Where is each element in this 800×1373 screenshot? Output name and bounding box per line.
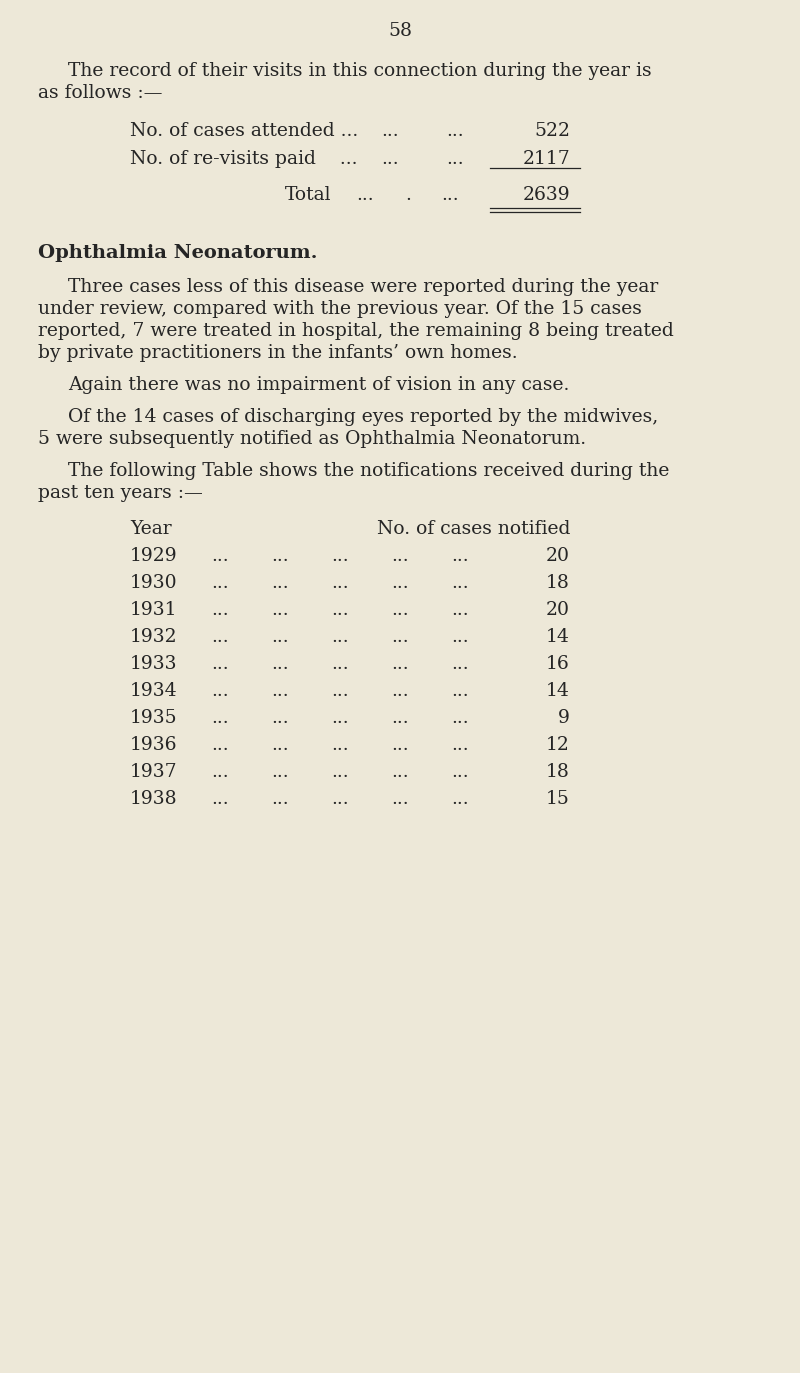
Text: ...: ... [271, 736, 289, 754]
Text: The following Table shows the notifications received during the: The following Table shows the notificati… [68, 461, 670, 481]
Text: ...: ... [451, 789, 469, 807]
Text: ...: ... [271, 574, 289, 592]
Text: ...: ... [211, 655, 229, 673]
Text: as follows :—: as follows :— [38, 84, 162, 102]
Text: 18: 18 [546, 763, 570, 781]
Text: ...: ... [331, 763, 349, 781]
Text: 2117: 2117 [522, 150, 570, 168]
Text: ...: ... [451, 601, 469, 619]
Text: ...: ... [331, 574, 349, 592]
Text: ...: ... [271, 601, 289, 619]
Text: 9: 9 [558, 708, 570, 726]
Text: .: . [405, 185, 411, 205]
Text: No. of cases notified: No. of cases notified [377, 520, 570, 538]
Text: ...: ... [211, 682, 229, 700]
Text: ...: ... [331, 708, 349, 726]
Text: ...: ... [271, 789, 289, 807]
Text: ...: ... [391, 763, 409, 781]
Text: ...: ... [441, 185, 459, 205]
Text: 1932: 1932 [130, 627, 178, 647]
Text: ...: ... [211, 736, 229, 754]
Text: ...: ... [381, 150, 399, 168]
Text: ...: ... [451, 682, 469, 700]
Text: 522: 522 [534, 122, 570, 140]
Text: ...: ... [331, 601, 349, 619]
Text: Three cases less of this disease were reported during the year: Three cases less of this disease were re… [68, 277, 658, 297]
Text: 2639: 2639 [522, 185, 570, 205]
Text: ...: ... [451, 627, 469, 647]
Text: ...: ... [391, 627, 409, 647]
Text: ...: ... [451, 708, 469, 726]
Text: ...: ... [211, 708, 229, 726]
Text: ...: ... [391, 708, 409, 726]
Text: 5 were subsequently notified as Ophthalmia Neonatorum.: 5 were subsequently notified as Ophthalm… [38, 430, 586, 448]
Text: 58: 58 [388, 22, 412, 40]
Text: 1931: 1931 [130, 601, 178, 619]
Text: ...: ... [271, 708, 289, 726]
Text: ...: ... [391, 546, 409, 566]
Text: ...: ... [211, 574, 229, 592]
Text: ...: ... [391, 601, 409, 619]
Text: ...: ... [331, 682, 349, 700]
Text: ...: ... [331, 627, 349, 647]
Text: ...: ... [356, 185, 374, 205]
Text: 20: 20 [546, 601, 570, 619]
Text: 1934: 1934 [130, 682, 178, 700]
Text: Again there was no impairment of vision in any case.: Again there was no impairment of vision … [68, 376, 570, 394]
Text: 14: 14 [546, 627, 570, 647]
Text: ...: ... [446, 122, 464, 140]
Text: ...: ... [211, 789, 229, 807]
Text: past ten years :—: past ten years :— [38, 485, 203, 503]
Text: ...: ... [391, 655, 409, 673]
Text: ...: ... [391, 736, 409, 754]
Text: ...: ... [211, 546, 229, 566]
Text: ...: ... [271, 546, 289, 566]
Text: ...: ... [331, 736, 349, 754]
Text: ...: ... [211, 627, 229, 647]
Text: 12: 12 [546, 736, 570, 754]
Text: ...: ... [271, 627, 289, 647]
Text: 15: 15 [546, 789, 570, 807]
Text: ...: ... [271, 682, 289, 700]
Text: 1935: 1935 [130, 708, 178, 726]
Text: ...: ... [271, 763, 289, 781]
Text: No. of re-visits paid    ...: No. of re-visits paid ... [130, 150, 358, 168]
Text: reported, 7 were treated in hospital, the remaining 8 being treated: reported, 7 were treated in hospital, th… [38, 323, 674, 341]
Text: 18: 18 [546, 574, 570, 592]
Text: ...: ... [451, 736, 469, 754]
Text: 1933: 1933 [130, 655, 178, 673]
Text: under review, compared with the previous year. Of the 15 cases: under review, compared with the previous… [38, 299, 642, 319]
Text: ...: ... [451, 763, 469, 781]
Text: ...: ... [271, 655, 289, 673]
Text: ...: ... [446, 150, 464, 168]
Text: 16: 16 [546, 655, 570, 673]
Text: ...: ... [381, 122, 399, 140]
Text: ...: ... [451, 546, 469, 566]
Text: 1938: 1938 [130, 789, 178, 807]
Text: Ophthalmia Neonatorum.: Ophthalmia Neonatorum. [38, 244, 318, 262]
Text: 1929: 1929 [130, 546, 178, 566]
Text: ...: ... [451, 655, 469, 673]
Text: by private practitioners in the infants’ own homes.: by private practitioners in the infants’… [38, 345, 518, 362]
Text: ...: ... [331, 789, 349, 807]
Text: ...: ... [391, 574, 409, 592]
Text: 1936: 1936 [130, 736, 178, 754]
Text: 1937: 1937 [130, 763, 178, 781]
Text: ...: ... [331, 655, 349, 673]
Text: ...: ... [211, 601, 229, 619]
Text: 20: 20 [546, 546, 570, 566]
Text: No. of cases attended ...: No. of cases attended ... [130, 122, 358, 140]
Text: ...: ... [211, 763, 229, 781]
Text: Of the 14 cases of discharging eyes reported by the midwives,: Of the 14 cases of discharging eyes repo… [68, 408, 658, 426]
Text: Total: Total [285, 185, 331, 205]
Text: The record of their visits in this connection during the year is: The record of their visits in this conne… [68, 62, 652, 80]
Text: ...: ... [391, 682, 409, 700]
Text: ...: ... [391, 789, 409, 807]
Text: ...: ... [451, 574, 469, 592]
Text: 1930: 1930 [130, 574, 178, 592]
Text: 14: 14 [546, 682, 570, 700]
Text: ...: ... [331, 546, 349, 566]
Text: Year: Year [130, 520, 172, 538]
